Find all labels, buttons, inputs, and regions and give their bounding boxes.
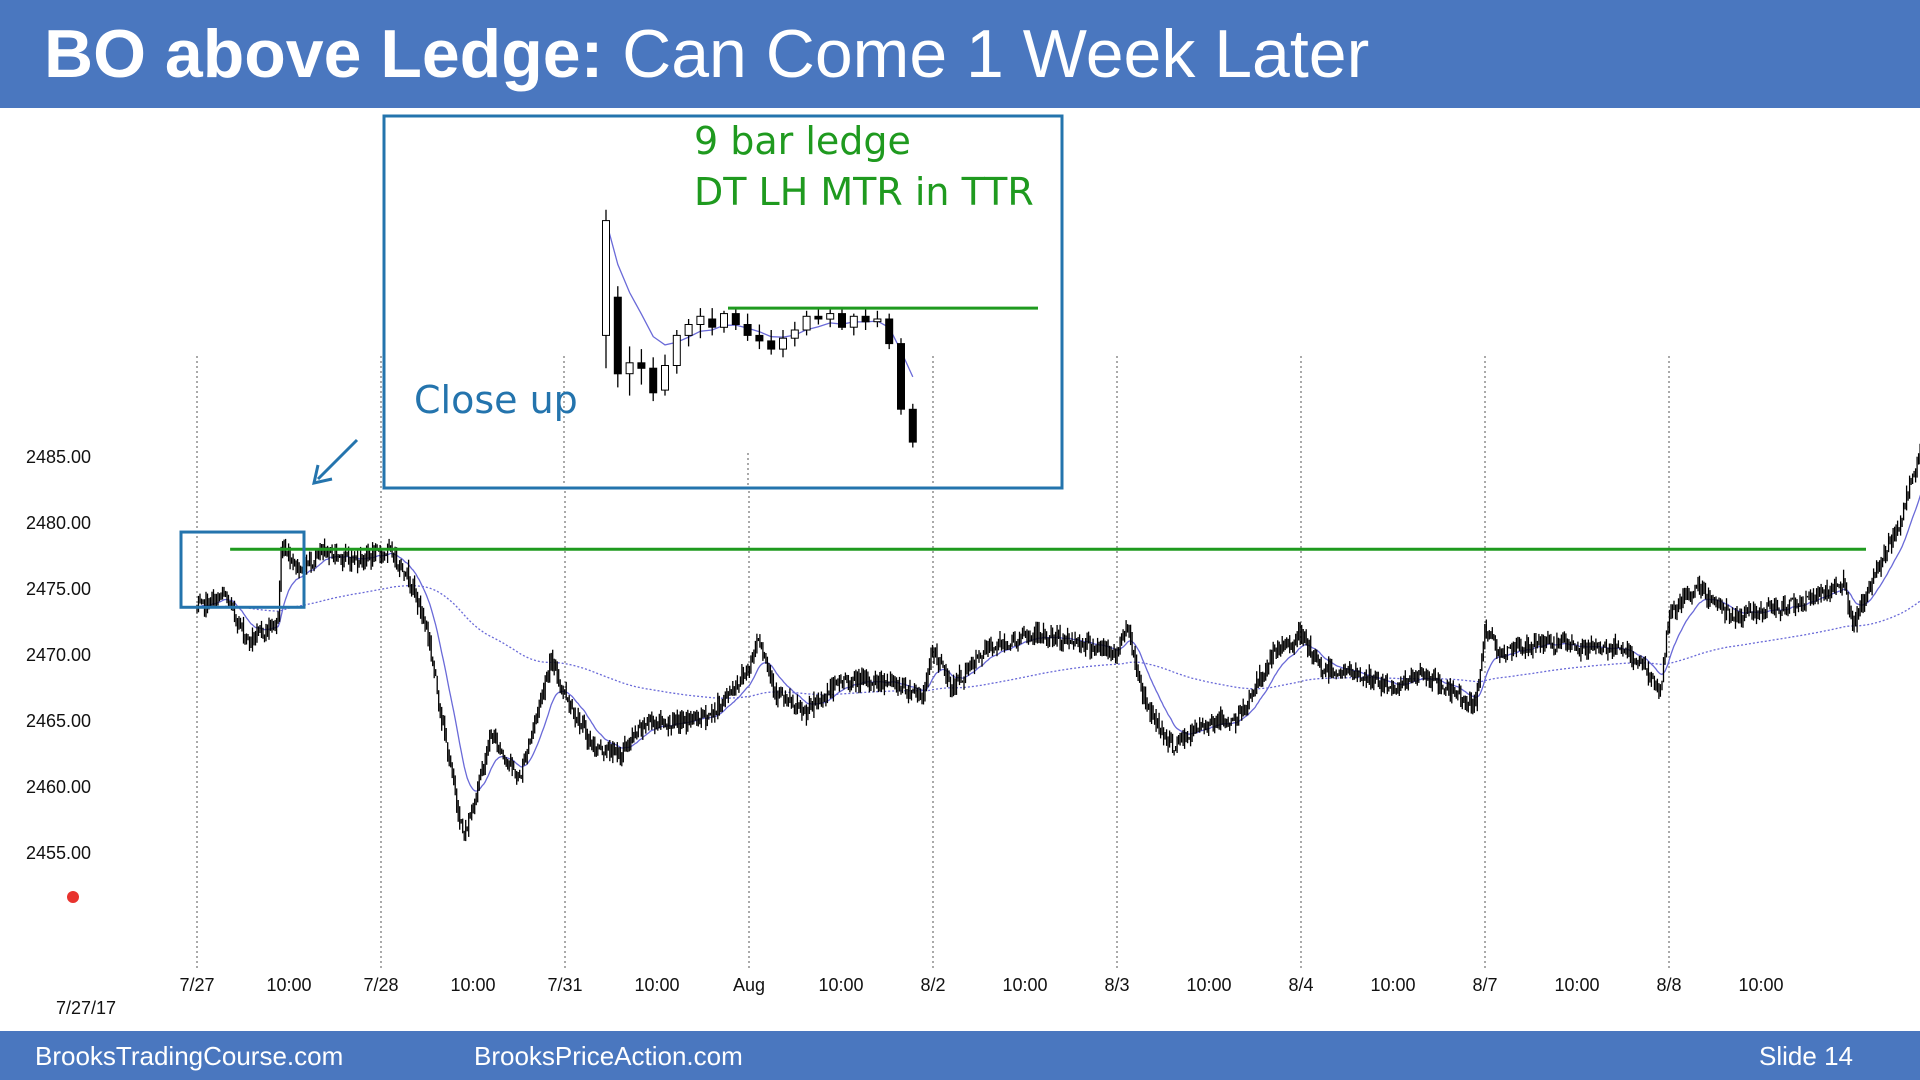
closeup-candle-body [826,313,835,320]
inset-label-pattern: DT LH MTR in TTR [694,170,1034,214]
ledge-highlight-box [179,530,306,609]
footer-left-site[interactable]: BrooksTradingCourse.com [35,1041,344,1071]
title-bar: BO above Ledge: Can Come 1 Week Later [0,0,1920,108]
x-tick-label: 10:00 [266,975,311,995]
y-tick-label: 2475.00 [26,579,91,599]
x-tick-label: 8/2 [920,975,945,995]
closeup-candle-body [908,408,917,443]
closeup-candle-body [613,296,622,375]
main-price-bars [196,443,1920,842]
ema-slow-line [197,585,1920,699]
closeup-candle-body [779,337,787,350]
closeup-candles [602,209,917,448]
closeup-candle-body [897,343,905,410]
x-tick-label: 10:00 [450,975,495,995]
closeup-candle-body [767,340,776,350]
x-tick-label: 10:00 [1370,975,1415,995]
x-tick-label: 10:00 [818,975,863,995]
y-tick-label: 2470.00 [26,645,91,665]
arrow-shaft [316,438,359,481]
x-tick-label: 10:00 [1002,975,1047,995]
y-axis-ticks: 2485.00 2480.00 2475.00 2470.00 2465.00 2460.… [26,447,91,863]
cursor-dot-icon [67,891,79,903]
x-tick-label: 10:00 [1738,975,1783,995]
x-tick-label: 7/31 [547,975,582,995]
x-tick-label: 7/27 [179,975,214,995]
y-tick-label: 2485.00 [26,447,91,467]
x-tick-label: 8/8 [1656,975,1681,995]
x-tick-label: 10:00 [1186,975,1231,995]
y-tick-label: 2465.00 [26,711,91,731]
closeup-inset-box [382,114,1064,490]
closeup-candle-body [637,362,646,369]
arrow-icon [312,438,359,485]
closeup-candle-body [743,324,752,336]
closeup-candle-body [684,324,693,336]
x-tick-label: 8/7 [1472,975,1497,995]
closeup-candle-body [814,315,823,320]
closeup-candle-body [625,362,634,375]
x-tick-label: 8/3 [1104,975,1129,995]
footer-center-site[interactable]: BrooksPriceAction.com [474,1041,743,1071]
closeup-gridlines [563,356,934,486]
close-up-label: Close up [414,378,578,422]
closeup-candle-body [661,365,669,391]
price-chart: 9 bar ledge DT LH MTR in TTR Close up 24… [26,114,1920,1018]
closeup-candle-body [731,313,740,326]
ema-slow-path [197,585,1920,699]
x-tick-label: 10:00 [1554,975,1599,995]
closeup-candle-body [838,313,846,328]
y-tick-label: 2455.00 [26,843,91,863]
slide-title-rest: Can Come 1 Week Later [603,16,1370,92]
x-axis-ticks: 7/27 10:00 7/28 10:00 7/31 10:00 Aug 10:00 8/2 10… [179,975,1783,995]
y-tick-label: 2480.00 [26,513,91,533]
closeup-candle-body [790,329,799,339]
slide-title-bold: BO above Ledge: [44,16,604,92]
closeup-candle-body [885,318,894,345]
closeup-candle-body [873,318,882,323]
closeup-candle-body [755,334,764,342]
slide-number: Slide 14 [1759,1041,1853,1071]
closeup-candle-body [720,313,728,328]
closeup-candle-body [672,334,681,366]
closeup-candle-body [649,367,658,394]
arrow-head [312,464,333,485]
inset-label-ledge: 9 bar ledge [694,119,911,163]
y-tick-label: 2460.00 [26,777,91,797]
closeup-candle-body [849,315,858,328]
x-tick-label: 10:00 [634,975,679,995]
closeup-candle-body [696,315,705,326]
closeup-candle-body [802,315,811,331]
x-tick-label: 7/28 [363,975,398,995]
closeup-candle-body [861,315,870,323]
x-tick-label: 8/4 [1288,975,1313,995]
x-tick-label: Aug [733,975,765,995]
slide-title: BO above Ledge: Can Come 1 Week Later [44,14,1369,94]
date-label: 7/27/17 [56,998,116,1018]
footer-bar: BrooksTradingCourse.com BrooksPriceActio… [0,1031,1920,1080]
closeup-candle-body [602,220,610,336]
closeup-candle-body [708,318,717,328]
